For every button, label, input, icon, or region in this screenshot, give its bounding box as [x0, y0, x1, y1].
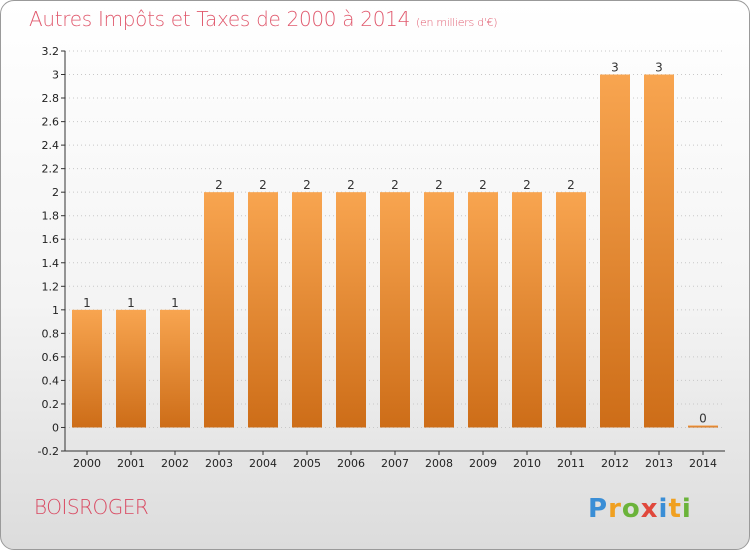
y-tick-label: 0.4 — [42, 374, 60, 387]
commune-name: BOISROGER — [34, 495, 149, 519]
y-tick-label: 3.2 — [42, 45, 60, 58]
x-tick-label: 2007 — [381, 457, 409, 470]
data-label-2000: 1 — [83, 296, 91, 310]
bar-2005 — [292, 192, 322, 428]
x-tick-label: 2005 — [293, 457, 321, 470]
x-tick-label: 2013 — [645, 457, 673, 470]
data-label-2007: 2 — [391, 178, 399, 192]
data-labels: 1 1 1 2 2 2 2 2 2 2 2 2 3 3 0 — [83, 61, 707, 426]
y-tick-label: 2.2 — [42, 163, 60, 176]
data-label-2009: 2 — [479, 178, 487, 192]
data-label-2008: 2 — [435, 178, 443, 192]
y-tick-label: 0 — [52, 421, 59, 434]
bar-2009 — [468, 192, 498, 428]
x-tick-label: 2009 — [469, 457, 497, 470]
data-label-2003: 2 — [215, 178, 223, 192]
y-tick-label: 0.8 — [42, 327, 60, 340]
bars — [72, 74, 718, 428]
data-label-2014: 0 — [699, 411, 707, 425]
y-tick-label: 3 — [52, 69, 59, 82]
bar-2011 — [556, 192, 586, 428]
bar-2007 — [380, 192, 410, 428]
x-tick-label: 2010 — [513, 457, 541, 470]
data-label-2004: 2 — [259, 178, 267, 192]
bar-2004 — [248, 192, 278, 428]
x-tick-label: 2003 — [205, 457, 233, 470]
data-label-2006: 2 — [347, 178, 355, 192]
x-tick-label: 2008 — [425, 457, 453, 470]
x-tick-label: 2011 — [557, 457, 585, 470]
y-tick-label: -0.2 — [38, 445, 59, 458]
x-tick-label: 2012 — [601, 457, 629, 470]
axes — [61, 50, 725, 455]
chart-unit-note: (en milliers d'€) — [416, 16, 498, 29]
x-tick-label: 2001 — [117, 457, 145, 470]
y-tick-label: 1.8 — [42, 210, 60, 223]
y-tick-label: 1.6 — [42, 233, 60, 246]
y-tick-label: 2.8 — [42, 92, 60, 105]
data-label-2010: 2 — [523, 178, 531, 192]
chart-title: Autres Impôts et Taxes de 2000 à 2014 (en… — [29, 7, 497, 31]
bar-2010 — [512, 192, 542, 428]
x-tick-label: 2000 — [73, 457, 101, 470]
y-tick-label: 0.6 — [42, 351, 60, 364]
bar-2013 — [644, 74, 674, 428]
y-tick-label: 0.2 — [42, 398, 60, 411]
y-tick-label: 1.4 — [42, 257, 60, 270]
y-tick-labels: -0.2 0 0.2 0.4 0.6 0.8 1 1.2 1.4 1.6 1.8 2 2.2 2.4 2.6… — [38, 45, 59, 458]
data-label-2012: 3 — [611, 61, 619, 75]
data-label-2002: 1 — [171, 296, 179, 310]
x-tick-label: 2014 — [689, 457, 717, 470]
bar-2006 — [336, 192, 366, 428]
data-label-2011: 2 — [567, 178, 575, 192]
y-tick-label: 1.2 — [42, 280, 60, 293]
x-tick-labels: 2000 2001 2002 2003 2004 2005 2006 2007 2008 2009… — [73, 457, 717, 470]
bar-2014 — [688, 425, 718, 428]
y-tick-label: 1 — [52, 304, 59, 317]
proxiti-logo: Proxiti — [588, 494, 692, 524]
data-label-2005: 2 — [303, 178, 311, 192]
data-label-2013: 3 — [655, 61, 663, 75]
y-tick-label: 2 — [52, 186, 59, 199]
bar-2001 — [116, 309, 146, 428]
bar-2008 — [424, 192, 454, 428]
data-label-2001: 1 — [127, 296, 135, 310]
bar-2000 — [72, 309, 102, 428]
bar-2002 — [160, 309, 190, 428]
x-tick-label: 2004 — [249, 457, 277, 470]
y-tick-label: 2.4 — [42, 139, 60, 152]
y-tick-label: 2.6 — [42, 116, 60, 129]
bar-2003 — [204, 192, 234, 428]
bar-2012 — [600, 74, 630, 428]
chart-title-text: Autres Impôts et Taxes de 2000 à 2014 — [29, 7, 410, 31]
x-tick-label: 2002 — [161, 457, 189, 470]
svg-text:Proxiti: Proxiti — [588, 494, 692, 524]
x-tick-label: 2006 — [337, 457, 365, 470]
